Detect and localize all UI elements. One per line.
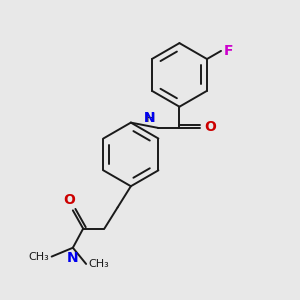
- Text: O: O: [63, 194, 75, 207]
- Text: CH₃: CH₃: [28, 252, 49, 262]
- Text: N: N: [67, 251, 79, 265]
- Text: F: F: [224, 44, 233, 58]
- Text: H: H: [146, 112, 155, 125]
- Text: CH₃: CH₃: [88, 259, 109, 269]
- Text: O: O: [205, 120, 216, 134]
- Text: N: N: [139, 111, 155, 125]
